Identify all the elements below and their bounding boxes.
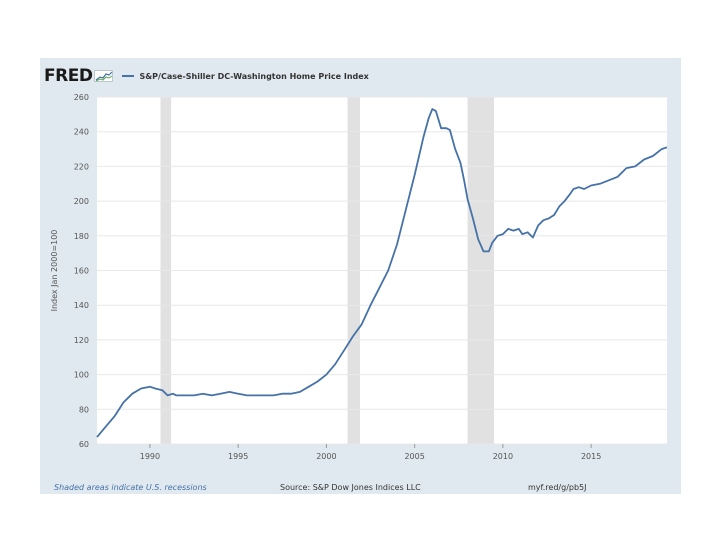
x-tick-label: 2005 (404, 452, 424, 461)
x-tick-label: 2015 (581, 452, 601, 461)
y-tick-label: 80 (79, 405, 89, 414)
y-tick-label: 220 (74, 162, 89, 171)
x-tick-label: 1995 (228, 452, 248, 461)
y-tick-label: 120 (74, 336, 89, 345)
y-axis-ticks: 60 80 100 120 140 160 180 200 220 240 260 (74, 93, 89, 449)
x-tick-label: 2000 (316, 452, 336, 461)
chart-svg: 60 80 100 120 140 160 180 200 220 240 260 1990 1995… (50, 93, 668, 461)
fred-logo-graph-icon (94, 70, 114, 82)
legend-series-label[interactable]: S&P/Case-Shiller DC-Washington Home Pric… (139, 71, 369, 81)
y-tick-label: 180 (74, 232, 89, 241)
source-text: Source: S&P Dow Jones Indices LLC (280, 483, 421, 492)
y-tick-label: 60 (79, 440, 89, 449)
short-url-link[interactable]: myf.red/g/pb5J (528, 483, 587, 492)
series-layer (96, 108, 668, 438)
fred-logo[interactable]: FRED (44, 66, 93, 86)
y-tick-label: 260 (74, 93, 89, 102)
y-tick-label: 240 (74, 128, 89, 137)
series-line (96, 108, 668, 438)
y-axis-label: Index Jan 2000=100 (50, 230, 59, 312)
x-tick-label: 1990 (140, 452, 160, 461)
y-tick-label: 140 (74, 301, 89, 310)
recession-note: Shaded areas indicate U.S. recessions (54, 483, 207, 492)
y-tick-label: 200 (74, 197, 89, 206)
gridlines (97, 96, 667, 445)
legend-line-swatch (122, 75, 135, 77)
y-tick-label: 100 (74, 371, 89, 380)
x-axis-ticks: 1990 1995 2000 2005 2010 2015 (140, 444, 601, 461)
y-tick-label: 160 (74, 267, 89, 276)
chart-header: FRED S&P/Case-Shiller DC-Washington Home… (44, 66, 369, 86)
x-tick-label: 2010 (493, 452, 513, 461)
